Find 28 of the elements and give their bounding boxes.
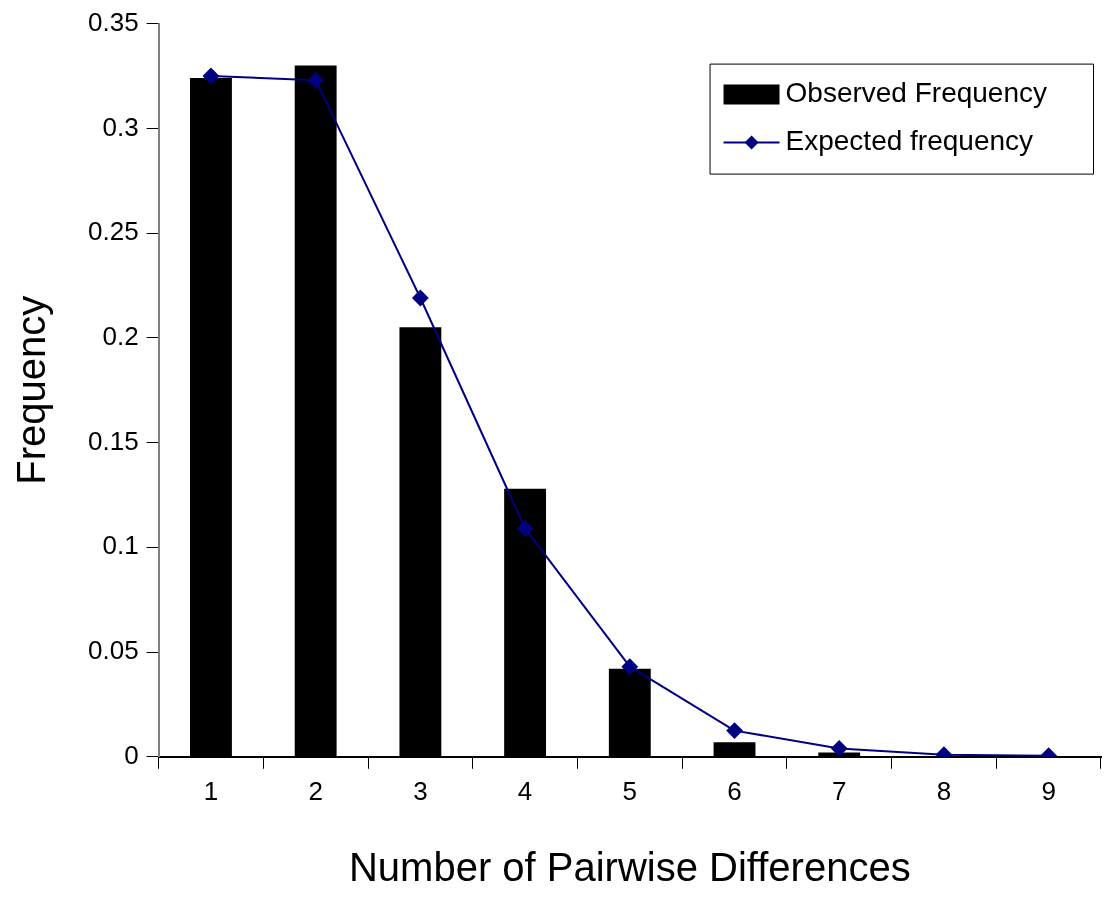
point <box>307 72 324 89</box>
point <box>831 740 848 757</box>
x-axis-title: Number of Pairwise Differences <box>348 845 911 890</box>
y-tick-label: 0.35 <box>87 6 139 37</box>
y-tick-label: 0.05 <box>87 635 139 666</box>
y-tick-label: 0 <box>124 739 139 770</box>
legend-label: Expected frequency <box>785 125 1034 157</box>
y-tick-label: 0.15 <box>87 425 139 456</box>
x-tick-label: 2 <box>308 775 323 806</box>
legend-label: Observed Frequency <box>785 77 1048 109</box>
y-tick-label: 0.1 <box>102 530 139 561</box>
point <box>202 67 219 84</box>
x-tick-label: 5 <box>622 775 638 806</box>
x-tick-label: 6 <box>727 775 742 806</box>
x-tick-label: 3 <box>413 775 428 806</box>
y-axis-title: Frequency <box>9 295 54 485</box>
point <box>726 722 743 739</box>
y-tick-label: 0.3 <box>102 111 139 142</box>
x-tick-label: 4 <box>517 775 533 806</box>
point <box>412 290 429 307</box>
point <box>517 520 534 537</box>
y-tick-label: 0.25 <box>87 216 139 247</box>
point <box>621 658 638 675</box>
x-tick-label: 9 <box>1041 775 1056 806</box>
y-tick-label: 0.2 <box>102 321 139 351</box>
x-tick-label: 1 <box>203 775 219 806</box>
x-tick-label: 8 <box>936 775 952 806</box>
x-tick-label: 7 <box>831 775 847 806</box>
